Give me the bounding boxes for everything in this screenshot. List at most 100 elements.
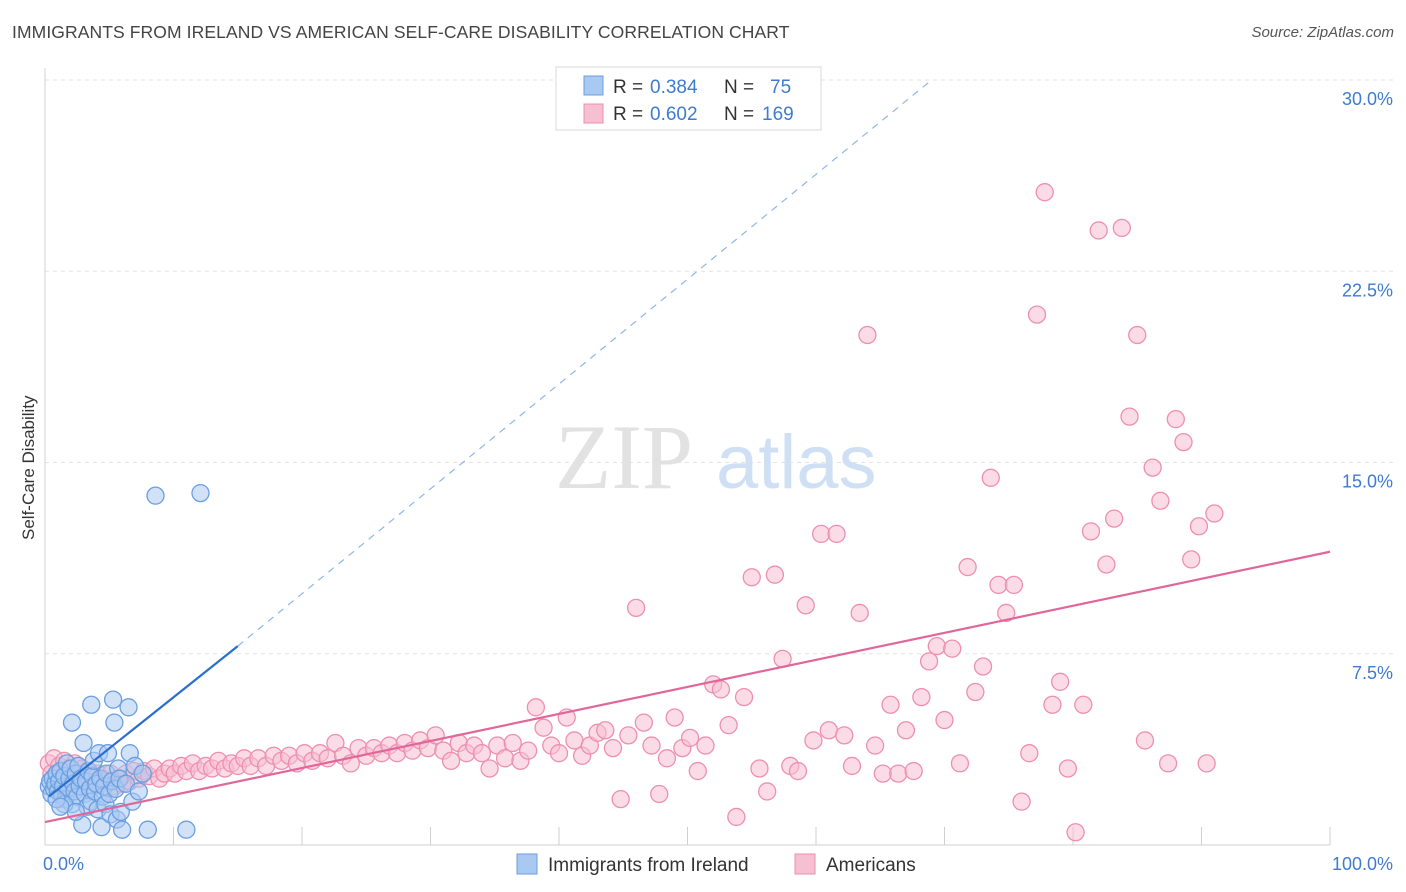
point-americans xyxy=(642,736,661,755)
point-americans xyxy=(534,718,553,737)
point-americans xyxy=(1043,695,1062,714)
point-ireland xyxy=(105,713,124,732)
legend-n-label-1: N = xyxy=(724,77,754,98)
point-americans xyxy=(626,598,646,617)
point-americans xyxy=(719,716,738,735)
point-americans xyxy=(950,754,970,773)
point-americans xyxy=(565,731,584,750)
point-americans xyxy=(981,468,1000,487)
point-americans xyxy=(896,721,916,740)
point-ireland xyxy=(119,698,138,717)
point-americans xyxy=(1020,744,1039,763)
point-americans xyxy=(889,764,908,783)
x-tick-label-min: 0.0% xyxy=(43,854,84,874)
point-americans xyxy=(966,682,985,702)
point-americans xyxy=(873,764,892,783)
y-tick-label: 22.5% xyxy=(1342,280,1393,300)
legend-swatch-blue xyxy=(583,75,604,96)
point-americans xyxy=(519,741,538,760)
point-americans xyxy=(441,751,461,770)
point-americans xyxy=(1135,731,1155,750)
point-americans xyxy=(680,728,700,748)
point-americans xyxy=(1081,522,1101,541)
point-americans xyxy=(480,759,499,778)
point-ireland xyxy=(138,820,157,839)
source-label: Source: ZipAtlas.com xyxy=(1251,24,1394,41)
bottom-legend-swatch-americans xyxy=(794,853,816,875)
point-americans xyxy=(634,713,653,732)
point-americans xyxy=(989,575,1008,595)
trend-lines xyxy=(44,79,1331,824)
point-americans xyxy=(1128,325,1147,345)
point-ireland xyxy=(129,782,148,801)
point-ireland xyxy=(146,486,165,505)
point-americans xyxy=(472,744,492,763)
point-americans xyxy=(1035,183,1054,202)
point-americans xyxy=(1143,458,1162,477)
point-americans xyxy=(904,761,923,781)
legend-n-value-1: 75 xyxy=(770,77,791,98)
legend-n-value-2: 169 xyxy=(762,104,794,125)
point-ireland xyxy=(177,820,196,839)
y-tick-label: 7.5% xyxy=(1352,663,1393,683)
point-americans xyxy=(1012,792,1031,811)
point-americans xyxy=(827,524,846,544)
point-ireland xyxy=(62,713,82,732)
x-tick-label-max: 100.0% xyxy=(1332,854,1393,874)
point-americans xyxy=(804,731,823,750)
point-ireland xyxy=(82,695,101,714)
point-americans xyxy=(1058,759,1078,778)
point-americans xyxy=(842,756,862,776)
point-americans xyxy=(1112,218,1131,238)
point-ireland xyxy=(103,690,123,709)
point-americans xyxy=(1104,509,1124,528)
point-americans xyxy=(835,726,854,745)
stats-legend: R = 0.384 N = 75 R = 0.602 N = 169 xyxy=(555,66,822,131)
y-tick-label: 15.0% xyxy=(1342,472,1393,492)
point-americans xyxy=(919,652,939,671)
point-americans xyxy=(503,733,522,753)
series-legend: Immigrants from Ireland Americans xyxy=(516,853,916,876)
point-americans xyxy=(788,761,808,781)
legend-r-label-1: R = xyxy=(613,77,643,98)
point-americans xyxy=(711,680,731,699)
trend-line-ireland xyxy=(48,645,239,798)
point-americans xyxy=(1174,432,1193,452)
point-ireland xyxy=(51,797,70,816)
point-americans xyxy=(750,759,769,778)
point-americans xyxy=(958,557,977,577)
axis-ticks: 7.5% 15.0% 22.5% 30.0% 0.0% 100.0% xyxy=(43,89,1393,874)
data-points xyxy=(39,183,1224,842)
point-americans xyxy=(657,749,677,768)
point-americans xyxy=(603,738,623,758)
point-americans xyxy=(935,710,954,730)
point-americans xyxy=(611,789,630,809)
point-americans xyxy=(811,524,831,544)
trend-line-americans xyxy=(44,550,1331,824)
point-americans xyxy=(1189,517,1209,536)
point-americans xyxy=(973,657,993,676)
point-americans xyxy=(912,687,931,707)
point-americans xyxy=(1027,305,1047,324)
point-americans xyxy=(1166,409,1185,429)
point-americans xyxy=(1051,672,1070,691)
point-americans xyxy=(865,736,885,755)
point-americans xyxy=(549,744,569,763)
point-americans xyxy=(858,325,877,345)
point-americans xyxy=(1120,407,1139,426)
point-americans xyxy=(997,603,1016,623)
bottom-legend-swatch-ireland xyxy=(516,853,538,875)
point-americans xyxy=(1074,695,1093,714)
chart-title: IMMIGRANTS FROM IRELAND VS AMERICAN SELF… xyxy=(12,22,790,42)
point-americans xyxy=(596,721,615,740)
point-americans xyxy=(742,568,761,587)
point-americans xyxy=(526,698,546,717)
point-americans xyxy=(796,596,815,615)
point-ireland xyxy=(112,820,132,839)
point-americans xyxy=(1097,555,1116,574)
point-americans xyxy=(1205,504,1224,523)
point-americans xyxy=(1066,823,1085,842)
point-americans xyxy=(1089,221,1108,240)
legend-r-value-2: 0.602 xyxy=(650,104,698,125)
